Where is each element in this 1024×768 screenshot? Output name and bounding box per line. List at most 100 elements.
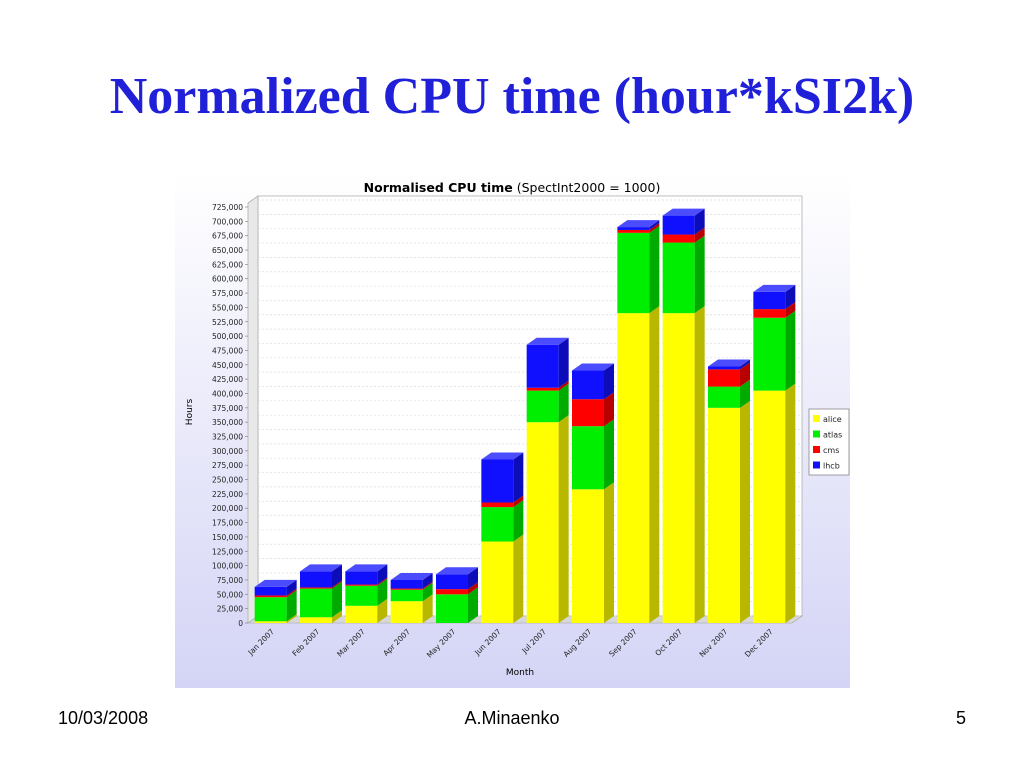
bar-side-lhcb xyxy=(422,572,433,589)
y-tick-label: 75,000 xyxy=(217,576,243,585)
y-tick-label: 675,000 xyxy=(212,232,243,241)
y-tick-label: 525,000 xyxy=(212,318,243,327)
bar-side-alice xyxy=(286,614,297,623)
bar-side-atlas xyxy=(694,235,705,314)
bar-cms xyxy=(390,588,423,590)
bar-lhcb xyxy=(753,291,786,310)
legend-swatch xyxy=(813,430,820,438)
bar-top-lhcb xyxy=(481,452,524,460)
y-tick-label: 50,000 xyxy=(217,590,243,599)
bar-lhcb xyxy=(662,215,695,235)
chart-title-main: Normalised CPU time xyxy=(364,180,513,195)
bar-side-alice xyxy=(422,594,433,623)
bar-side-lhcb xyxy=(740,359,750,370)
x-axis-label: Month xyxy=(506,668,534,678)
legend-swatch xyxy=(813,415,820,422)
bar-top-lhcb xyxy=(300,564,342,572)
bar-top-lhcb xyxy=(436,567,478,575)
bar-cms xyxy=(345,584,378,586)
bar-alice xyxy=(572,489,604,623)
stacked-bar-chart: Normalised CPU time (SpectInt2000 = 1000… xyxy=(175,173,850,688)
bar-top-lhcb xyxy=(526,337,569,345)
bar-side-alice xyxy=(513,534,524,623)
bar-atlas xyxy=(436,594,468,623)
bar-alice xyxy=(753,390,786,623)
bar-side-cms xyxy=(332,580,342,589)
bar-stack xyxy=(572,363,614,623)
bar-cms xyxy=(526,387,559,391)
slide-title: Normalized CPU time (hour*kSI2k) xyxy=(109,68,915,125)
y-tick-label: 450,000 xyxy=(212,361,243,370)
bar-side-lhcb xyxy=(286,579,297,596)
bar-side-atlas xyxy=(740,379,750,408)
bar-side-lhcb xyxy=(649,220,660,230)
bar-cms xyxy=(572,399,604,427)
bar-atlas xyxy=(526,390,559,423)
bar-side-lhcb xyxy=(513,452,524,503)
y-tick-label: 725,000 xyxy=(212,203,243,212)
bar-lhcb xyxy=(708,366,740,370)
bar-side-cms xyxy=(468,582,478,595)
bar-side-atlas xyxy=(513,500,524,542)
footer-author: A.Minaenko xyxy=(464,708,560,728)
bar-atlas xyxy=(390,589,423,602)
bar-side-atlas xyxy=(558,383,569,423)
bar-stack xyxy=(481,452,524,623)
legend-label: alice xyxy=(823,415,842,424)
y-tick-label: 600,000 xyxy=(212,275,243,284)
y-tick-label: 0 xyxy=(238,619,243,628)
y-tick-label: 550,000 xyxy=(212,303,243,312)
bar-side-cms xyxy=(785,302,796,318)
page-number: 5 xyxy=(955,708,966,728)
bar-lhcb xyxy=(254,586,287,596)
bar-side-alice xyxy=(377,598,388,623)
bar-side-atlas xyxy=(286,590,297,622)
bar-side-lhcb xyxy=(377,564,388,585)
y-tick-label: 650,000 xyxy=(212,246,243,255)
bar-side-lhcb xyxy=(558,337,569,388)
y-tick-label: 275,000 xyxy=(212,461,243,470)
bar-atlas xyxy=(481,507,514,542)
bar-side-cms xyxy=(377,577,388,586)
bar-side-alice xyxy=(785,383,796,623)
bar-side-atlas xyxy=(604,419,614,490)
bar-alice xyxy=(617,313,650,623)
bar-side-cms xyxy=(649,222,660,233)
y-tick-label: 250,000 xyxy=(212,476,243,485)
bar-stack xyxy=(254,579,297,623)
bar-side-cms xyxy=(513,495,524,508)
bar-side-alice xyxy=(740,400,750,623)
bar-top-lhcb xyxy=(753,284,796,292)
bar-lhcb xyxy=(526,344,559,388)
y-axis-label: Hours xyxy=(185,399,195,426)
chart-title: Normalised CPU time (SpectInt2000 = 1000… xyxy=(364,180,661,195)
bar-stack xyxy=(526,337,569,623)
bar-top-lhcb xyxy=(254,579,297,587)
y-tick-label: 300,000 xyxy=(212,447,243,456)
y-tick-label: 175,000 xyxy=(212,519,243,528)
bar-lhcb xyxy=(300,571,332,588)
legend-label: cms xyxy=(823,446,839,455)
bar-atlas xyxy=(345,585,378,606)
bar-side-cms xyxy=(558,380,569,391)
bar-side-alice xyxy=(694,306,705,623)
y-tick-label: 25,000 xyxy=(217,605,243,614)
bar-atlas xyxy=(254,597,287,622)
bar-atlas xyxy=(662,242,695,314)
bar-side-lhcb xyxy=(468,567,478,590)
bar-stack xyxy=(300,564,342,623)
bar-lhcb xyxy=(436,574,468,590)
bar-alice xyxy=(345,605,378,623)
y-tick-label: 225,000 xyxy=(212,490,243,499)
bar-side-cms xyxy=(286,588,297,598)
legend-label: lhcb xyxy=(823,462,840,471)
bar-side-alice xyxy=(332,610,342,623)
bar-side-cms xyxy=(740,362,750,387)
legend-swatch xyxy=(813,461,820,469)
y-tick-label: 425,000 xyxy=(212,375,243,384)
bar-top-lhcb xyxy=(708,359,750,367)
bar-cms xyxy=(753,309,786,318)
bar-lhcb xyxy=(572,370,604,400)
y-tick-label: 325,000 xyxy=(212,433,243,442)
legend-swatch xyxy=(813,446,820,453)
